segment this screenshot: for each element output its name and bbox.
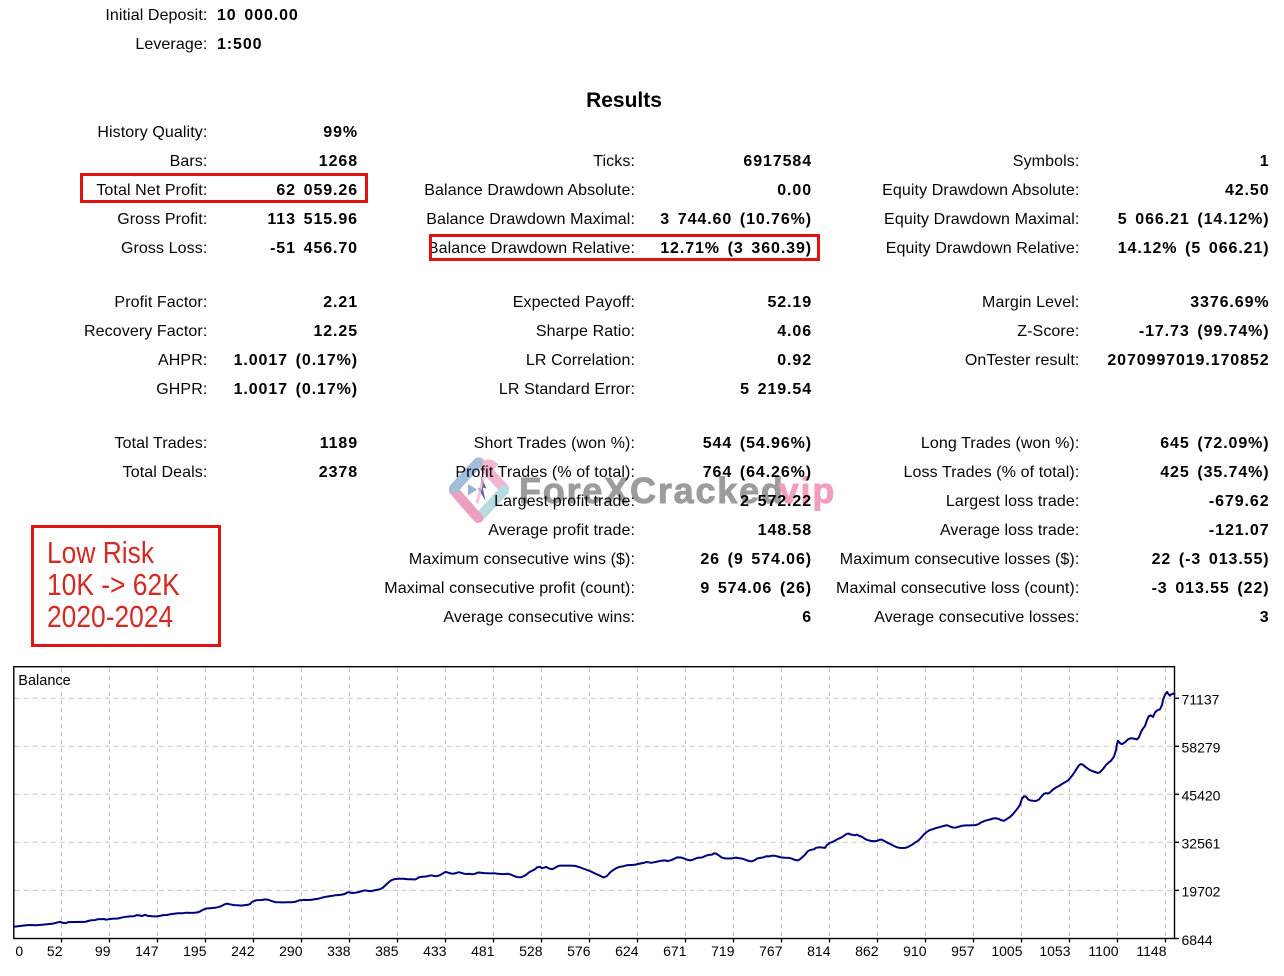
- svg-text:195: 195: [183, 943, 207, 959]
- svg-text:147: 147: [135, 943, 159, 959]
- svg-text:1053: 1053: [1039, 943, 1070, 959]
- svg-text:957: 957: [951, 943, 975, 959]
- svg-text:671: 671: [663, 943, 687, 959]
- svg-text:814: 814: [807, 943, 831, 959]
- svg-text:338: 338: [327, 943, 351, 959]
- svg-text:481: 481: [471, 943, 495, 959]
- svg-text:862: 862: [855, 943, 879, 959]
- svg-text:719: 719: [711, 943, 735, 959]
- svg-text:910: 910: [903, 943, 927, 959]
- svg-text:1148: 1148: [1136, 943, 1166, 959]
- svg-text:433: 433: [423, 943, 447, 959]
- svg-text:Balance: Balance: [18, 673, 70, 689]
- svg-text:767: 767: [759, 943, 783, 959]
- svg-text:1005: 1005: [991, 943, 1022, 959]
- svg-text:576: 576: [567, 943, 591, 959]
- svg-text:32561: 32561: [1182, 836, 1221, 852]
- svg-text:0: 0: [15, 943, 23, 959]
- svg-text:52: 52: [47, 943, 63, 959]
- svg-text:290: 290: [279, 943, 303, 959]
- svg-text:242: 242: [231, 943, 255, 959]
- svg-text:99: 99: [95, 943, 111, 959]
- svg-text:624: 624: [615, 943, 639, 959]
- svg-text:528: 528: [519, 943, 543, 959]
- svg-text:1100: 1100: [1088, 943, 1118, 959]
- svg-text:45420: 45420: [1182, 788, 1221, 804]
- svg-text:385: 385: [375, 943, 399, 959]
- svg-text:6844: 6844: [1182, 932, 1213, 948]
- svg-text:19702: 19702: [1182, 884, 1221, 900]
- svg-text:58279: 58279: [1182, 740, 1221, 756]
- svg-text:71137: 71137: [1182, 692, 1220, 708]
